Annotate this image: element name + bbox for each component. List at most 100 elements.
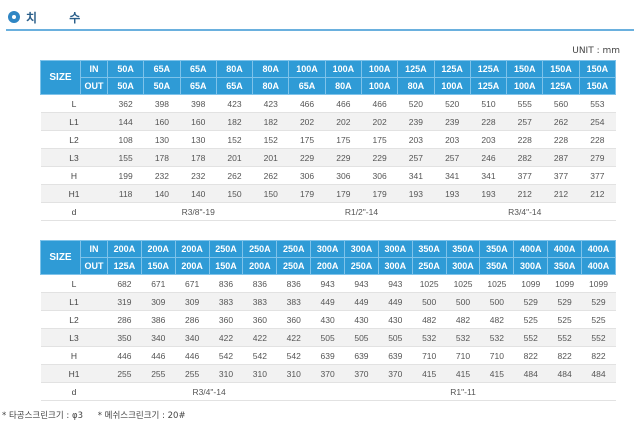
out-size-cell: 50A — [143, 77, 181, 95]
table-row: L2 286 386 286 360 360 360 430 430 430 482 482 482 52… — [40, 310, 616, 329]
value-cell: 552 — [547, 328, 582, 347]
value-cell: 822 — [547, 346, 582, 365]
out-size-cell: 200A — [310, 257, 346, 275]
value-cell: 532 — [446, 328, 480, 347]
thread-spec-cell: R3/4"-14 — [107, 382, 311, 401]
dimension-table-1: SIZE IN 50A 65A 65A 80A 80A 100A 100A 100A 125A 125… — [40, 60, 617, 221]
value-cell: 228 — [506, 130, 543, 149]
dimension-table-2: SIZE IN 200A 200A 200A 250A 250A 250A 300A 300A 30… — [40, 240, 616, 401]
value-cell: 383 — [242, 292, 277, 311]
value-cell: 1099 — [547, 274, 582, 293]
in-size-cell: 65A — [143, 60, 181, 78]
thread-spec-cell: R1"-11 — [310, 382, 616, 401]
out-header: OUT — [80, 257, 108, 275]
value-cell: 446 — [107, 346, 142, 365]
out-size-cell: 200A — [174, 257, 210, 275]
value-cell: 255 — [107, 364, 142, 383]
in-size-cell: 80A — [215, 60, 254, 78]
value-cell: 552 — [513, 328, 548, 347]
header-divider — [6, 29, 634, 31]
value-cell: 553 — [579, 94, 616, 113]
value-cell: 449 — [378, 292, 413, 311]
row-label: L1 — [40, 112, 108, 131]
value-cell: 500 — [446, 292, 480, 311]
value-cell: 202 — [361, 112, 398, 131]
in-size-cell: 100A — [288, 60, 326, 78]
in-size-cell: 50A — [106, 60, 145, 78]
in-size-cell: 150A — [506, 60, 544, 78]
value-cell: 836 — [242, 274, 277, 293]
value-cell: 1099 — [581, 274, 616, 293]
table-row: H 446 446 446 542 542 542 639 639 639 710 710 710 822… — [40, 346, 616, 365]
thread-spec-cell: R1/2"-14 — [288, 202, 435, 221]
value-cell: 306 — [325, 166, 362, 185]
value-cell: 319 — [107, 292, 142, 311]
value-cell: 212 — [506, 184, 543, 203]
value-cell: 310 — [209, 364, 243, 383]
out-size-cell: 80A — [252, 77, 290, 95]
value-cell: 710 — [479, 346, 514, 365]
note-mesh-screen: * 메쉬스크린크기 : 20# — [97, 411, 186, 421]
row-label: L3 — [40, 328, 108, 347]
value-cell: 179 — [361, 184, 398, 203]
value-cell: 484 — [513, 364, 548, 383]
value-cell: 232 — [180, 166, 217, 185]
value-cell: 212 — [542, 184, 580, 203]
value-cell: 150 — [252, 184, 289, 203]
value-cell: 639 — [310, 346, 345, 365]
table-row: L3 350 340 340 422 422 422 505 505 505 532 532 532 55… — [40, 328, 616, 347]
value-cell: 482 — [479, 310, 514, 329]
header-row-in: SIZE IN 200A 200A 200A 250A 250A 250A 300A 300A 30… — [40, 240, 616, 275]
in-size-cell: 350A — [411, 240, 447, 258]
in-size-cell: 400A — [513, 240, 549, 258]
value-cell: 362 — [107, 94, 144, 113]
value-cell: 671 — [141, 274, 176, 293]
in-size-cell: 100A — [324, 60, 362, 78]
value-cell: 430 — [344, 310, 379, 329]
value-cell: 203 — [470, 130, 507, 149]
row-label: L — [40, 94, 108, 113]
row-label: d — [40, 382, 108, 401]
in-size-cell: 250A — [276, 240, 312, 258]
value-cell: 505 — [310, 328, 345, 347]
table-row: L 682 671 671 836 836 836 943 943 943 1025 1025 1025… — [40, 274, 616, 293]
table-row: L3 155 178 178 201 201 229 229 229 257 257 246 282 28… — [40, 148, 616, 167]
value-cell: 279 — [579, 148, 616, 167]
value-cell: 822 — [513, 346, 548, 365]
value-cell: 309 — [175, 292, 210, 311]
table-row: L1 319 309 309 383 383 383 449 449 449 500 500 500 52… — [40, 292, 616, 311]
note-perforated-screen: * 타공스크린크기 : φ3 — [2, 411, 83, 421]
out-size-cell: 250A — [344, 257, 379, 275]
value-cell: 386 — [141, 310, 176, 329]
out-size-cell: 250A — [276, 257, 312, 275]
in-size-cell: 400A — [547, 240, 583, 258]
value-cell: 520 — [397, 94, 435, 113]
value-cell: 203 — [397, 130, 435, 149]
value-cell: 671 — [175, 274, 210, 293]
value-cell: 175 — [325, 130, 362, 149]
thread-spec-cell: R3/8"-19 — [107, 202, 289, 221]
value-cell: 130 — [180, 130, 217, 149]
value-cell: 152 — [252, 130, 289, 149]
value-cell: 282 — [506, 148, 543, 167]
value-cell: 525 — [581, 310, 616, 329]
value-cell: 257 — [397, 148, 435, 167]
row-label: H1 — [40, 184, 108, 203]
value-cell: 466 — [288, 94, 326, 113]
value-cell: 836 — [276, 274, 311, 293]
in-header: IN — [80, 60, 108, 78]
in-size-cell: 200A — [140, 240, 176, 258]
in-size-cell: 350A — [479, 240, 515, 258]
out-size-cell: 65A — [215, 77, 254, 95]
value-cell: 482 — [412, 310, 447, 329]
value-cell: 182 — [216, 112, 253, 131]
value-cell: 182 — [252, 112, 289, 131]
out-size-cell: 65A — [179, 77, 217, 95]
value-cell: 262 — [542, 112, 580, 131]
table-row: L2 108 130 130 152 152 175 175 175 203 203 203 228 22… — [40, 130, 616, 149]
out-size-cell: 100A — [433, 77, 471, 95]
value-cell: 446 — [175, 346, 210, 365]
out-size-cell: 150A — [578, 77, 617, 95]
value-cell: 943 — [344, 274, 379, 293]
value-cell: 398 — [180, 94, 217, 113]
